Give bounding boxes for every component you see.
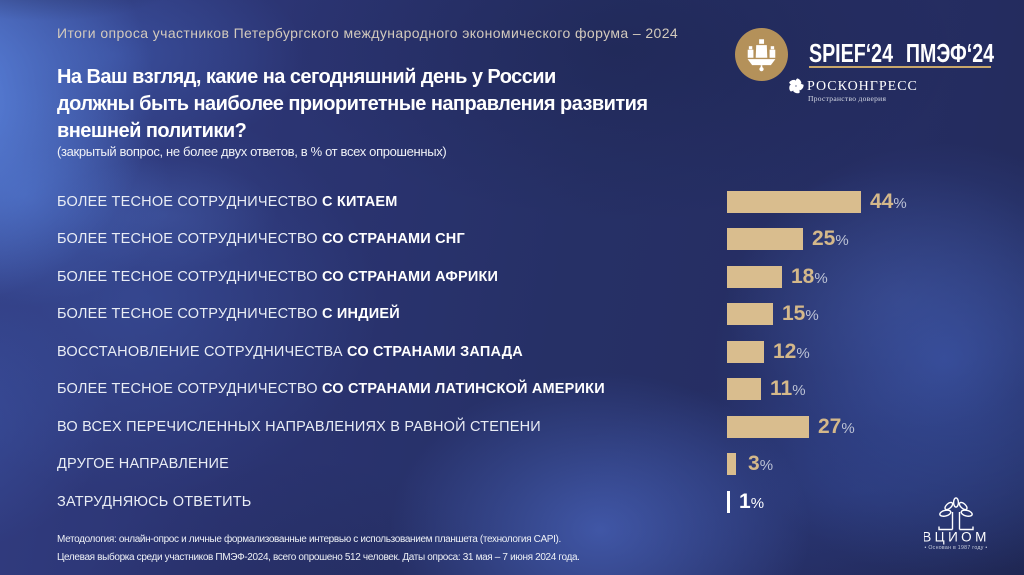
svg-text:• Основан в 1987 году •: • Основан в 1987 году • bbox=[924, 545, 987, 551]
svg-text:ВЦИОМ: ВЦИОМ bbox=[924, 530, 988, 545]
